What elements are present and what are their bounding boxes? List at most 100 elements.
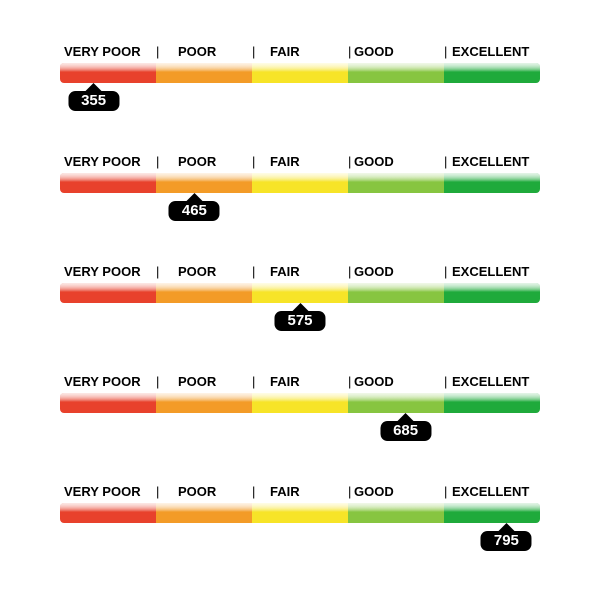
gauge-labels: VERY POOR POOR FAIR GOOD EXCELLENT | | | | xyxy=(60,374,540,393)
segment-label: GOOD xyxy=(354,264,394,279)
credit-score-gauge: VERY POOR POOR FAIR GOOD EXCELLENT | | | | 575 xyxy=(60,264,540,334)
marker-arrow-icon xyxy=(498,523,514,531)
segment-separator: | xyxy=(444,264,447,279)
gauge-segment xyxy=(252,393,348,413)
segment-label: EXCELLENT xyxy=(452,484,529,499)
gauge-bar xyxy=(60,63,540,83)
segment-separator: | xyxy=(348,374,351,389)
gauge-segment xyxy=(60,173,156,193)
score-marker: 685 xyxy=(380,413,431,441)
gauge-segment xyxy=(444,393,540,413)
gauge-bar xyxy=(60,393,540,413)
segment-separator: | xyxy=(444,154,447,169)
gauge-segment xyxy=(60,63,156,83)
score-marker: 795 xyxy=(481,523,532,551)
segment-separator: | xyxy=(252,374,255,389)
gauge-segment xyxy=(444,503,540,523)
gauge-segment xyxy=(156,173,252,193)
gauge-bar xyxy=(60,173,540,193)
segment-separator: | xyxy=(252,484,255,499)
gauge-labels: VERY POOR POOR FAIR GOOD EXCELLENT | | | | xyxy=(60,154,540,173)
segment-separator: | xyxy=(252,44,255,59)
gauge-segment xyxy=(156,503,252,523)
gauge-segment xyxy=(348,283,444,303)
score-value: 465 xyxy=(169,201,220,221)
credit-score-gauge: VERY POOR POOR FAIR GOOD EXCELLENT | | | | 795 xyxy=(60,484,540,554)
gauge-segment xyxy=(348,393,444,413)
segment-label: FAIR xyxy=(270,264,300,279)
segment-separator: | xyxy=(156,44,159,59)
gauge-segment xyxy=(348,63,444,83)
gauge-labels: VERY POOR POOR FAIR GOOD EXCELLENT | | | | xyxy=(60,44,540,63)
gauge-segment xyxy=(444,63,540,83)
gauge-labels: VERY POOR POOR FAIR GOOD EXCELLENT | | | | xyxy=(60,484,540,503)
segment-label: FAIR xyxy=(270,484,300,499)
gauge-segment xyxy=(252,63,348,83)
segment-label: GOOD xyxy=(354,374,394,389)
segment-label: GOOD xyxy=(354,44,394,59)
segment-label: EXCELLENT xyxy=(452,374,529,389)
segment-separator: | xyxy=(156,264,159,279)
segment-separator: | xyxy=(252,264,255,279)
segment-separator: | xyxy=(156,374,159,389)
segment-separator: | xyxy=(156,484,159,499)
gauge-segment xyxy=(60,283,156,303)
segment-label: EXCELLENT xyxy=(452,264,529,279)
segment-separator: | xyxy=(348,264,351,279)
score-marker: 465 xyxy=(169,193,220,221)
segment-label: GOOD xyxy=(354,154,394,169)
segment-label: EXCELLENT xyxy=(452,44,529,59)
segment-label: POOR xyxy=(178,374,216,389)
gauge-bar xyxy=(60,283,540,303)
marker-arrow-icon xyxy=(86,83,102,91)
segment-separator: | xyxy=(444,44,447,59)
gauge-segment xyxy=(252,283,348,303)
segment-label: GOOD xyxy=(354,484,394,499)
gauge-segment xyxy=(156,393,252,413)
segment-label: POOR xyxy=(178,154,216,169)
segment-separator: | xyxy=(348,44,351,59)
gauge-segment xyxy=(252,173,348,193)
gauge-segment xyxy=(444,283,540,303)
marker-arrow-icon xyxy=(292,303,308,311)
gauge-segment xyxy=(252,503,348,523)
score-value: 575 xyxy=(274,311,325,331)
gauge-segment xyxy=(60,393,156,413)
segment-label: FAIR xyxy=(270,374,300,389)
gauge-segment xyxy=(348,173,444,193)
credit-score-gauge: VERY POOR POOR FAIR GOOD EXCELLENT | | | | 465 xyxy=(60,154,540,224)
segment-label: VERY POOR xyxy=(64,374,141,389)
segment-label: VERY POOR xyxy=(64,154,141,169)
gauge-segment xyxy=(156,63,252,83)
segment-separator: | xyxy=(348,154,351,169)
segment-label: VERY POOR xyxy=(64,264,141,279)
credit-score-gauge: VERY POOR POOR FAIR GOOD EXCELLENT | | | | 685 xyxy=(60,374,540,444)
segment-label: FAIR xyxy=(270,44,300,59)
score-marker: 575 xyxy=(274,303,325,331)
segment-label: FAIR xyxy=(270,154,300,169)
segment-separator: | xyxy=(252,154,255,169)
segment-separator: | xyxy=(156,154,159,169)
segment-label: POOR xyxy=(178,484,216,499)
segment-label: POOR xyxy=(178,264,216,279)
credit-score-gauge: VERY POOR POOR FAIR GOOD EXCELLENT | | | | 355 xyxy=(60,44,540,114)
gauge-segment xyxy=(444,173,540,193)
segment-label: VERY POOR xyxy=(64,484,141,499)
score-value: 355 xyxy=(68,91,119,111)
gauge-labels: VERY POOR POOR FAIR GOOD EXCELLENT | | | | xyxy=(60,264,540,283)
score-value: 795 xyxy=(481,531,532,551)
gauge-bar xyxy=(60,503,540,523)
gauge-segment xyxy=(348,503,444,523)
segment-separator: | xyxy=(348,484,351,499)
segment-label: POOR xyxy=(178,44,216,59)
gauge-segment xyxy=(156,283,252,303)
gauge-segment xyxy=(60,503,156,523)
segment-separator: | xyxy=(444,374,447,389)
segment-label: VERY POOR xyxy=(64,44,141,59)
segment-separator: | xyxy=(444,484,447,499)
marker-arrow-icon xyxy=(398,413,414,421)
score-value: 685 xyxy=(380,421,431,441)
marker-arrow-icon xyxy=(186,193,202,201)
score-marker: 355 xyxy=(68,83,119,111)
segment-label: EXCELLENT xyxy=(452,154,529,169)
